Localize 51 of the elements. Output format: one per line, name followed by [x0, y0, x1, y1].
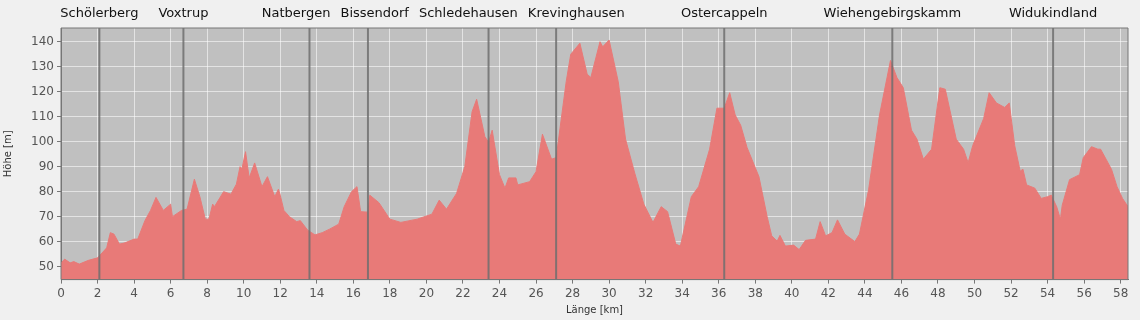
x-tick-label: 58	[1113, 285, 1129, 300]
x-tick-label: 56	[1076, 285, 1092, 300]
ref-line-label: Schledehausen	[418, 5, 518, 21]
x-tick-label: 36	[711, 285, 727, 300]
x-tick-label: 48	[930, 285, 946, 300]
x-tick-label: 34	[674, 285, 690, 300]
x-tick-label: 4	[130, 285, 138, 300]
ref-line-label: Schölerberg	[60, 5, 139, 21]
y-tick-label: 50	[38, 258, 54, 273]
x-tick-label: 40	[784, 285, 800, 300]
ref-line-label: Voxtrup	[158, 5, 209, 21]
x-tick-label: 42	[820, 285, 836, 300]
y-tick-label: 140	[31, 33, 54, 48]
ref-line-label: Wiehengebirgskamm	[823, 5, 962, 21]
x-tick-label: 44	[857, 285, 873, 300]
x-axis-title: Länge [km]	[565, 303, 624, 315]
y-tick-label: 130	[31, 58, 54, 73]
x-tick-label: 14	[309, 285, 325, 300]
x-tick-label: 32	[638, 285, 654, 300]
x-tick-label: 2	[93, 285, 102, 300]
x-tick-label: 20	[418, 285, 435, 300]
x-tick-label: 22	[455, 285, 471, 300]
y-axis-title: Höhe [m]	[1, 130, 13, 178]
y-tick-label: 120	[31, 83, 54, 98]
ref-line-label: Krevinghausen	[527, 5, 625, 21]
x-tick-label: 6	[166, 285, 175, 300]
x-tick-label: 8	[203, 285, 211, 300]
x-tick-label: 50	[966, 285, 983, 300]
ref-line-label: Ostercappeln	[680, 5, 768, 21]
y-tick-label: 90	[38, 158, 54, 173]
y-tick-label: 100	[31, 133, 54, 148]
x-tick-label: 10	[236, 285, 252, 300]
x-tick-label: 0	[57, 285, 65, 300]
x-tick-label: 12	[272, 285, 288, 300]
y-tick-label: 60	[38, 233, 54, 248]
x-tick-label: 54	[1039, 285, 1056, 300]
x-tick-label: 30	[601, 285, 617, 300]
x-tick-label: 28	[564, 285, 581, 300]
y-tick-label: 80	[38, 183, 54, 198]
x-tick-label: 38	[747, 285, 763, 300]
x-tick-label: 16	[345, 285, 361, 300]
x-tick-label: 52	[1003, 285, 1019, 300]
ref-line-label: Widukindland	[1008, 5, 1098, 21]
ref-line-label: Natbergen	[261, 5, 331, 21]
x-tick-label: 24	[491, 285, 508, 300]
x-tick-label: 46	[893, 285, 910, 300]
y-tick-label: 70	[38, 208, 54, 223]
x-tick-label: 26	[528, 285, 544, 300]
x-tick-label: 18	[382, 285, 398, 300]
y-tick-label: 110	[31, 108, 54, 123]
ref-line-label: Bissendorf	[340, 5, 410, 21]
